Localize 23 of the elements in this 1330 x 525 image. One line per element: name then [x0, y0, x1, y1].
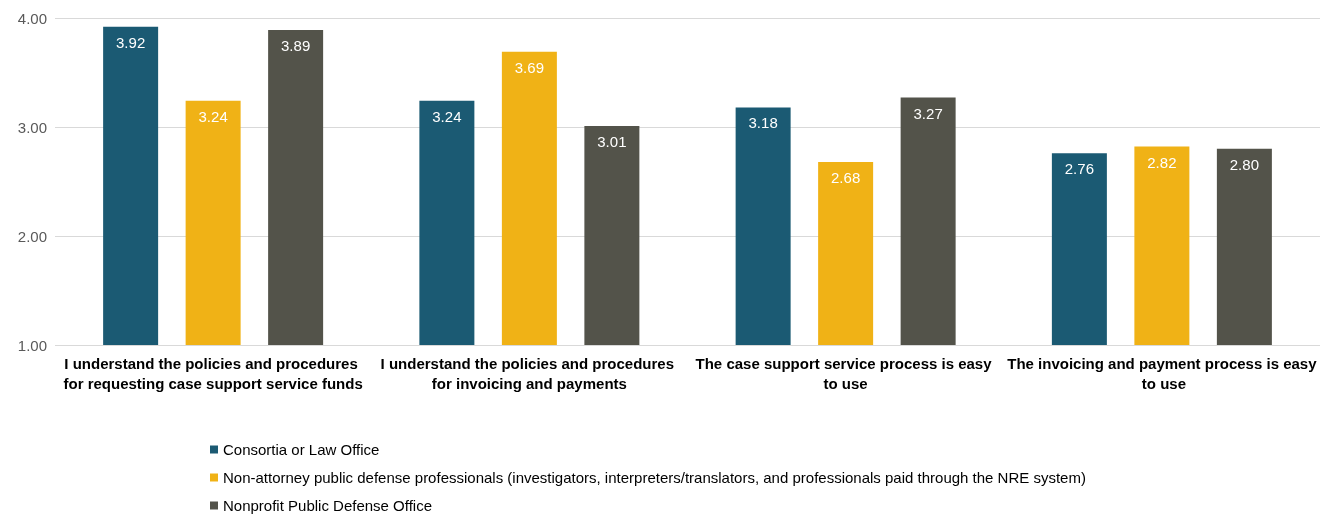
x-tick-label: The case support service process is easy to use — [695, 354, 996, 392]
x-tick-label: I understand the policies and procedures for invoicing and payments — [380, 354, 679, 392]
y-tick-label: 3.00 — [17, 118, 47, 136]
data-label: 3.89 — [281, 36, 311, 54]
data-label: 2.80 — [1229, 155, 1259, 173]
data-label: 2.82 — [1147, 153, 1177, 171]
data-label: 2.68 — [831, 168, 861, 186]
data-label: 2.76 — [1064, 160, 1094, 178]
y-tick-label: 1.00 — [17, 336, 47, 354]
legend-label: Consortia or Law Office — [223, 441, 380, 458]
legend-label: Nonprofit Public Defense Office — [223, 497, 432, 514]
data-label: 3.27 — [913, 104, 943, 122]
data-label: 3.24 — [198, 107, 228, 125]
data-label: 3.18 — [748, 114, 778, 132]
data-label: 3.92 — [116, 33, 146, 51]
y-tick-label: 4.00 — [17, 9, 47, 27]
x-tick-label: The invoicing and payment process is easy to use — [1007, 354, 1318, 392]
y-tick-label: 2.00 — [17, 227, 47, 245]
data-label: 3.69 — [514, 58, 544, 76]
data-label: 3.24 — [432, 107, 462, 125]
data-label: 3.01 — [597, 132, 627, 150]
legend-label: Non-attorney public defense professionals (investigators, interpreters/translators, and professionals paid through the NRE system) — [223, 469, 1086, 486]
x-tick-label: I understand the policies and procedures for requesting case support service funds — [63, 354, 363, 392]
